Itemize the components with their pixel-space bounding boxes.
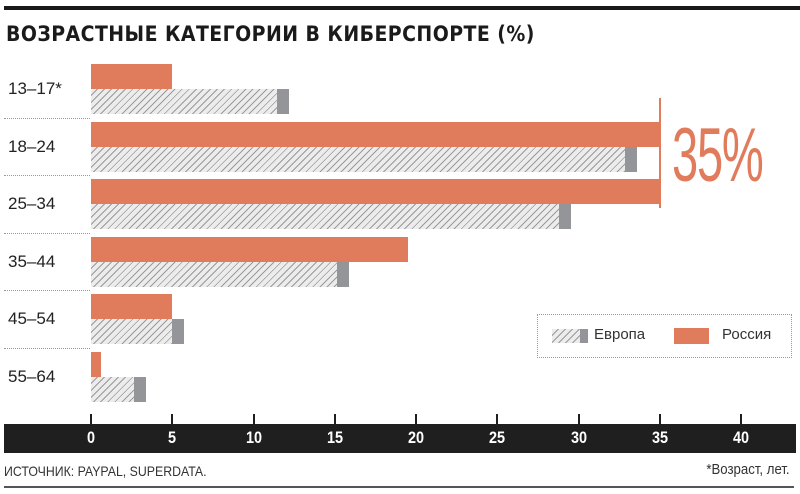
chart-title: ВОЗРАСТНЫЕ КАТЕГОРИИ В КИБЕРСПОРТЕ (%) [6, 22, 535, 46]
x-tick [740, 414, 743, 426]
legend-swatch-europe-cap [580, 329, 588, 343]
bar-europe-cap [337, 261, 350, 287]
x-tick-label: 10 [245, 428, 262, 447]
bar-europe-cap [171, 319, 184, 344]
category-label: 18–24 [8, 136, 56, 156]
bar-russia [91, 294, 173, 319]
x-tick-label: 20 [408, 428, 425, 447]
category-label: 55–64 [8, 366, 56, 386]
x-tick [171, 414, 174, 426]
row-separator [4, 232, 90, 234]
x-tick-label: 35 [651, 428, 669, 447]
legend-label-europe: Европа [594, 326, 646, 343]
bar-europe [91, 204, 559, 229]
row-separator [4, 290, 90, 291]
bar-russia [91, 351, 101, 377]
row-separator [4, 347, 90, 349]
x-tick-label: 25 [489, 428, 506, 447]
x-tick-label: 15 [326, 428, 343, 447]
highlight-marker-line [659, 98, 661, 208]
category-label: 13–17* [8, 79, 62, 98]
legend: Европа Россия [537, 314, 792, 358]
x-tick-label: 40 [733, 428, 750, 447]
legend-swatch-europe [552, 329, 580, 343]
row-separator [4, 175, 90, 176]
bar-europe-cap [277, 89, 290, 114]
x-tick-label: 30 [570, 428, 587, 447]
bar-russia [91, 236, 408, 262]
source-note: ИСТОЧНИК: PAYPAL, SUPERDATA. [4, 463, 207, 479]
top-rule [4, 6, 800, 10]
bar-europe [91, 376, 135, 402]
category-label: 35–44 [8, 251, 56, 271]
row-separator [4, 117, 90, 119]
bar-europe [91, 89, 278, 114]
legend-label-russia: Россия [722, 326, 772, 343]
x-tick-label: 5 [168, 428, 177, 447]
x-tick [333, 414, 336, 426]
bar-russia [91, 121, 660, 147]
bar-europe [91, 319, 172, 344]
bar-europe [91, 146, 626, 172]
highlight-label: 35% [672, 113, 764, 198]
bar-europe-cap [625, 146, 638, 172]
x-tick-label: 0 [86, 428, 96, 447]
x-axis-band [4, 424, 796, 453]
category-label: 45–54 [8, 309, 56, 328]
legend-swatch-russia [674, 328, 709, 344]
x-tick [577, 414, 580, 426]
bar-russia [91, 179, 660, 204]
bar-russia [91, 64, 173, 89]
category-label: 25–34 [8, 194, 56, 213]
x-tick [90, 414, 92, 426]
bar-europe-cap [558, 204, 571, 229]
x-tick [252, 414, 255, 426]
footnote: *Возраст, лет. [706, 461, 790, 478]
bottom-rule [4, 486, 794, 488]
x-tick [496, 414, 499, 426]
bar-europe-cap [134, 376, 147, 402]
bar-europe [91, 261, 338, 287]
x-tick [659, 414, 661, 426]
x-tick [415, 414, 418, 426]
